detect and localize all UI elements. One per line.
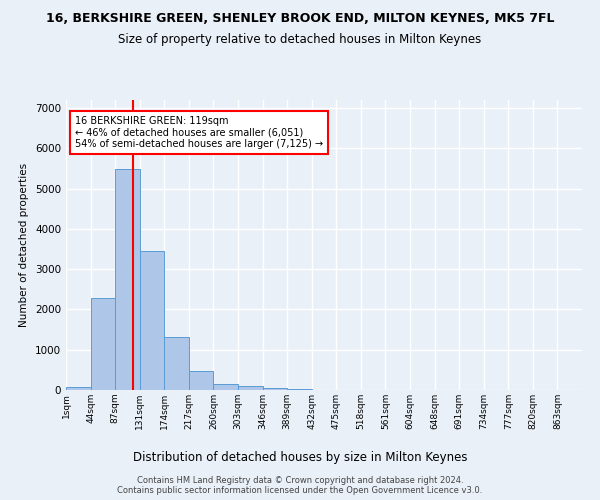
Bar [263,388,287,390]
Bar [214,384,238,390]
Text: Size of property relative to detached houses in Milton Keynes: Size of property relative to detached ho… [118,32,482,46]
Text: Distribution of detached houses by size in Milton Keynes: Distribution of detached houses by size … [133,451,467,464]
Bar [115,170,140,390]
Bar [91,298,115,390]
Bar [189,372,214,390]
Bar [140,251,164,390]
Bar [238,386,263,390]
Bar [287,389,312,390]
Text: 16 BERKSHIRE GREEN: 119sqm
← 46% of detached houses are smaller (6,051)
54% of s: 16 BERKSHIRE GREEN: 119sqm ← 46% of deta… [74,116,323,150]
Text: Contains HM Land Registry data © Crown copyright and database right 2024.
Contai: Contains HM Land Registry data © Crown c… [118,476,482,495]
Bar [66,387,91,390]
Y-axis label: Number of detached properties: Number of detached properties [19,163,29,327]
Bar [164,337,189,390]
Text: 16, BERKSHIRE GREEN, SHENLEY BROOK END, MILTON KEYNES, MK5 7FL: 16, BERKSHIRE GREEN, SHENLEY BROOK END, … [46,12,554,26]
